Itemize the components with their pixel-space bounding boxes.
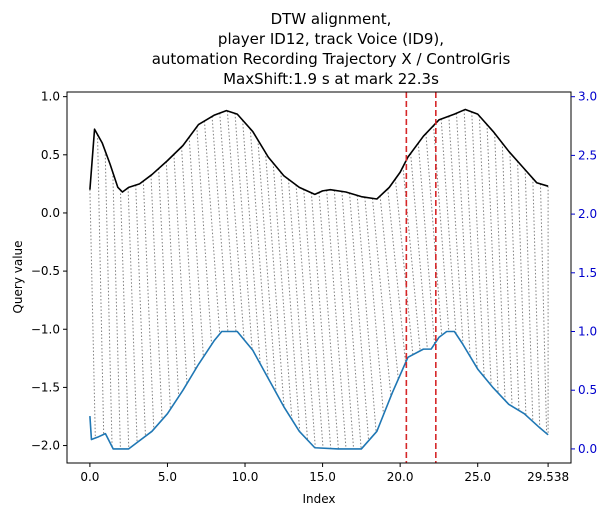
alignment-line — [402, 166, 421, 351]
alignment-lines — [89, 109, 549, 449]
y-left-tick-label: 0.5 — [41, 148, 60, 162]
alignment-line — [326, 190, 347, 449]
x-axis-label: Index — [302, 492, 335, 506]
alignment-line — [203, 120, 221, 334]
alignment-line — [341, 191, 362, 449]
y-left-tick-label: 1.0 — [41, 90, 60, 104]
alignment-line — [486, 124, 499, 394]
alignment-line — [471, 111, 485, 377]
alignment-line — [219, 113, 237, 332]
series-lines — [89, 108, 549, 450]
alignment-line — [494, 133, 506, 401]
alignment-line — [135, 185, 146, 437]
y-right-tick-label: 1.0 — [578, 325, 597, 339]
alignment-line — [188, 137, 204, 357]
alignment-line — [433, 125, 450, 332]
alignment-line — [455, 113, 471, 357]
alignment-line — [150, 175, 163, 420]
alignment-line — [249, 128, 269, 379]
chart-title: DTW alignment, player ID12, track Voice … — [152, 10, 511, 88]
alignment-line — [532, 178, 541, 428]
alignment-line — [211, 116, 229, 332]
title-line-2: player ID12, track Voice (ID9), — [218, 30, 444, 48]
alignment-line — [303, 189, 324, 449]
alignment-line — [379, 195, 399, 380]
x-tick-label: 15.0 — [309, 470, 336, 484]
alignment-line — [181, 146, 196, 370]
y-axis-label: Query value — [11, 240, 25, 313]
alignment-line — [539, 183, 548, 434]
alignment-line — [333, 190, 355, 449]
alignment-line — [142, 180, 155, 430]
alignment-line — [425, 133, 443, 336]
alignment-line — [387, 188, 407, 363]
alignment-line — [394, 178, 414, 355]
y-axis-left: 1.0 0.5 0.0 −0.5 −1.0 −1.5 −2.0 — [31, 90, 67, 453]
y-right-tick-label: 1.5 — [578, 266, 597, 280]
y-axis-right: 3.0 2.5 2.0 1.5 1.0 0.5 0.0 — [571, 90, 597, 456]
alignment-line — [272, 162, 293, 420]
alignment-line — [501, 143, 513, 407]
y-left-tick-label: −0.5 — [31, 264, 60, 278]
x-tick-label: 25.0 — [464, 470, 491, 484]
alignment-line — [509, 152, 520, 411]
alignment-line — [371, 198, 392, 397]
y-left-tick-label: −1.5 — [31, 380, 60, 394]
alignment-line — [364, 197, 385, 415]
alignment-line — [89, 189, 96, 439]
alignment-line — [310, 192, 332, 449]
alignment-line — [165, 161, 180, 397]
x-axis: 0.0 5.0 10.0 15.0 20.0 25.0 29.538 — [80, 463, 569, 484]
alignment-line — [356, 195, 377, 433]
alignment-line — [173, 154, 188, 384]
alignment-line — [517, 161, 527, 416]
alignment-line — [287, 179, 309, 441]
alignment-line — [196, 126, 213, 345]
alignment-line — [463, 109, 478, 369]
y-right-tick-label: 0.5 — [578, 383, 597, 397]
title-line-3: automation Recording Trajectory X / Cont… — [152, 50, 511, 68]
title-line-4: MaxShift:1.9 s at mark 22.3s — [223, 70, 439, 88]
alignment-line — [242, 120, 261, 364]
x-tick-label: 10.0 — [232, 470, 259, 484]
alignment-line — [318, 192, 339, 449]
y-left-tick-label: −1.0 — [31, 322, 60, 336]
reference-series-line — [89, 330, 549, 450]
alignment-line — [280, 172, 301, 432]
alignment-line — [234, 113, 253, 350]
alignment-line — [265, 152, 285, 408]
alignment-line — [410, 153, 428, 350]
y-right-tick-label: 3.0 — [578, 90, 597, 104]
alignment-line — [97, 134, 105, 435]
plot-frame — [66, 91, 572, 464]
x-tick-label: 5.0 — [158, 470, 177, 484]
alignment-line — [349, 193, 370, 441]
y-left-tick-label: 0.0 — [41, 206, 60, 220]
alignment-line — [478, 115, 492, 386]
alignment-line — [257, 139, 277, 393]
alignment-line — [112, 172, 121, 449]
y-right-tick-label: 0.0 — [578, 442, 597, 456]
alignment-line — [417, 143, 436, 345]
y-right-tick-label: 2.5 — [578, 148, 597, 162]
alignment-line — [226, 110, 245, 340]
alignment-line — [127, 187, 138, 443]
alignment-line — [104, 150, 113, 447]
alignment-line — [448, 116, 464, 345]
x-tick-label: 0.0 — [80, 470, 99, 484]
alignment-line — [440, 119, 457, 334]
alignment-line — [119, 189, 130, 449]
x-tick-label: 20.0 — [387, 470, 414, 484]
x-tick-label: 29.538 — [527, 470, 569, 484]
alignment-line — [524, 169, 534, 422]
marker-lines — [405, 92, 437, 463]
alignment-line — [158, 168, 171, 410]
query-series-line — [89, 108, 549, 200]
y-left-tick-label: −2.0 — [31, 439, 60, 453]
title-line-1: DTW alignment, — [271, 10, 392, 28]
y-right-tick-label: 2.0 — [578, 207, 597, 221]
